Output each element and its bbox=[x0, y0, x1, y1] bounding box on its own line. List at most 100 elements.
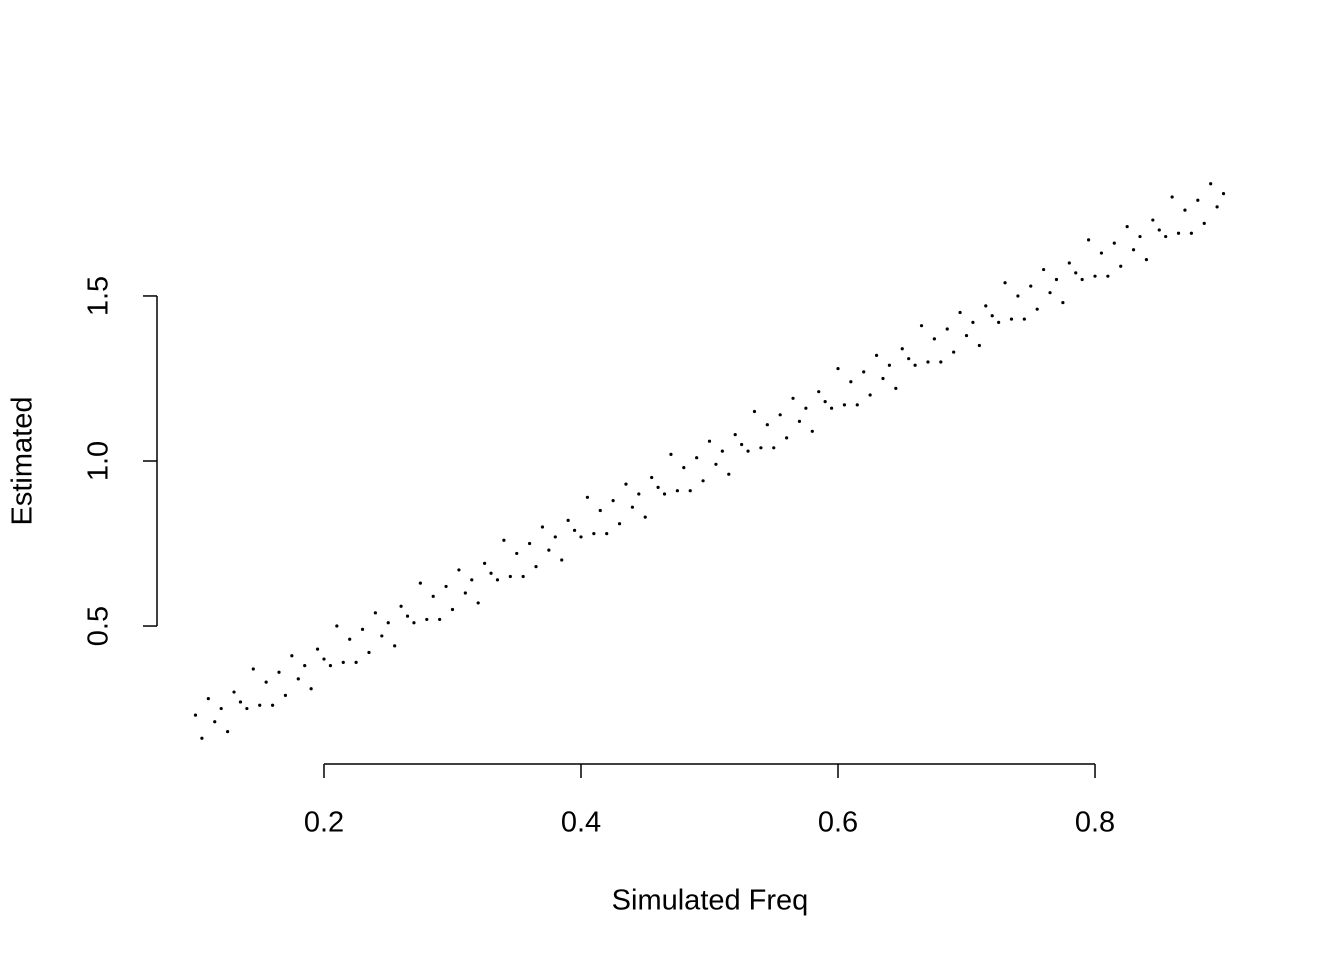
point bbox=[874, 353, 879, 357]
point bbox=[572, 528, 577, 532]
point bbox=[213, 720, 217, 724]
point bbox=[226, 730, 230, 734]
point bbox=[1099, 251, 1104, 255]
point bbox=[232, 690, 236, 694]
point bbox=[695, 456, 699, 460]
point bbox=[997, 320, 1001, 324]
x-tick-label: 0.2 bbox=[304, 807, 344, 839]
point bbox=[502, 538, 506, 542]
point bbox=[380, 634, 384, 638]
point bbox=[360, 627, 365, 631]
point bbox=[907, 357, 911, 361]
point bbox=[348, 637, 352, 641]
point bbox=[829, 406, 834, 410]
point bbox=[1042, 267, 1046, 272]
point bbox=[740, 442, 744, 447]
point bbox=[817, 390, 821, 394]
point bbox=[1106, 274, 1110, 278]
point bbox=[1003, 281, 1007, 285]
point bbox=[605, 532, 609, 536]
point bbox=[238, 700, 243, 704]
point bbox=[489, 571, 493, 575]
point bbox=[1061, 300, 1065, 305]
point bbox=[630, 505, 634, 509]
point bbox=[1086, 238, 1091, 242]
y-tick-label: 1.0 bbox=[83, 441, 115, 481]
point bbox=[1080, 277, 1084, 282]
point bbox=[939, 360, 943, 364]
point bbox=[450, 607, 455, 612]
point bbox=[810, 429, 814, 433]
point bbox=[264, 680, 268, 684]
point bbox=[1189, 231, 1193, 235]
point bbox=[245, 706, 249, 711]
point bbox=[566, 518, 570, 523]
point bbox=[862, 370, 866, 374]
point bbox=[1022, 317, 1026, 321]
point bbox=[849, 380, 853, 384]
point bbox=[483, 561, 487, 565]
point bbox=[405, 614, 410, 618]
point bbox=[688, 489, 692, 493]
point bbox=[720, 449, 724, 453]
point bbox=[952, 350, 956, 354]
point bbox=[617, 522, 622, 526]
point bbox=[399, 604, 403, 608]
point bbox=[521, 574, 525, 579]
point bbox=[823, 399, 827, 404]
point bbox=[438, 617, 442, 622]
point bbox=[457, 568, 461, 572]
point bbox=[354, 660, 358, 664]
point bbox=[1119, 264, 1123, 268]
point bbox=[1035, 307, 1039, 311]
point bbox=[283, 693, 288, 697]
point bbox=[598, 508, 602, 513]
point bbox=[881, 376, 885, 381]
point bbox=[675, 489, 679, 493]
point bbox=[836, 366, 840, 371]
x-tick-label: 0.6 bbox=[818, 807, 858, 839]
point bbox=[662, 492, 667, 496]
point bbox=[669, 452, 673, 456]
point bbox=[547, 548, 551, 552]
point bbox=[1144, 258, 1149, 262]
point bbox=[765, 423, 769, 427]
point bbox=[258, 703, 262, 707]
point bbox=[804, 406, 808, 410]
point bbox=[919, 324, 924, 328]
point bbox=[1093, 274, 1097, 278]
point bbox=[682, 466, 686, 470]
point bbox=[611, 499, 615, 503]
point bbox=[508, 574, 512, 579]
y-tick-label: 0.5 bbox=[83, 606, 115, 646]
point bbox=[1048, 291, 1052, 295]
point bbox=[932, 337, 936, 341]
point bbox=[714, 462, 718, 466]
x-tick-label: 0.8 bbox=[1075, 807, 1115, 839]
point bbox=[1151, 218, 1155, 222]
point bbox=[200, 736, 204, 740]
point bbox=[553, 535, 557, 539]
point bbox=[1054, 277, 1059, 282]
point bbox=[495, 578, 500, 582]
point bbox=[431, 594, 435, 598]
point bbox=[868, 393, 872, 397]
point bbox=[277, 670, 281, 674]
point bbox=[560, 558, 564, 562]
point bbox=[791, 396, 795, 400]
point bbox=[1221, 192, 1226, 196]
point bbox=[759, 446, 763, 450]
point bbox=[913, 363, 917, 367]
point bbox=[470, 578, 474, 582]
point bbox=[328, 664, 333, 668]
point bbox=[887, 363, 892, 367]
point bbox=[290, 654, 294, 658]
point bbox=[701, 479, 705, 483]
point bbox=[341, 660, 345, 664]
point bbox=[643, 515, 647, 519]
point bbox=[842, 403, 847, 407]
point bbox=[855, 403, 859, 407]
point bbox=[778, 413, 782, 417]
point bbox=[797, 419, 802, 423]
